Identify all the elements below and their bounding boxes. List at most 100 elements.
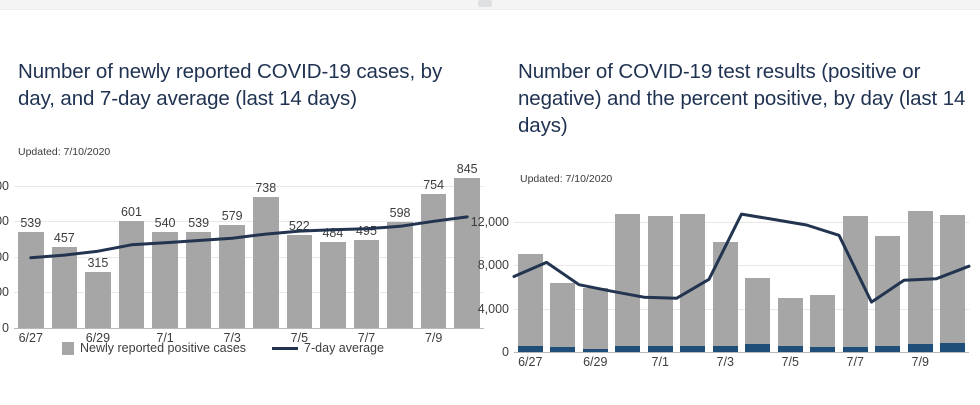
trend-line-layer [512, 212, 971, 304]
bar-column[interactable] [777, 200, 803, 352]
bar-segment-cases [387, 221, 413, 328]
bar-segment-cases [253, 196, 279, 328]
bar-segment-positive [582, 348, 608, 352]
x-axis-tick-label: 7/5 [781, 355, 799, 369]
top-strip [0, 0, 980, 10]
line-swatch-icon [272, 346, 299, 350]
bar-column[interactable] [745, 200, 771, 352]
bar-column[interactable] [647, 200, 673, 352]
bar-column[interactable] [680, 200, 706, 352]
y-axis-tick-label: 400 [0, 249, 9, 264]
bar-segment-negative [745, 278, 771, 344]
bar-segment-positive [517, 346, 543, 352]
bar-value-label: 579 [221, 209, 243, 224]
y-axis-tick-label: 4,000 [477, 301, 509, 316]
bar-column[interactable] [940, 200, 966, 352]
left-chart-title: Number of newly reported COVID-19 cases,… [18, 60, 443, 110]
x-axis-tick-label: 6/29 [583, 355, 608, 369]
bar-segment-positive [550, 347, 576, 352]
left-chart-updated-date: Updated: 7/10/2020 [18, 146, 111, 158]
x-axis-tick-label: 7/3 [223, 331, 241, 345]
bar-segment-negative [777, 297, 803, 347]
bar-segment-cases [185, 232, 212, 328]
x-axis-tick-label: 7/3 [716, 355, 734, 369]
bar-value-label: 540 [154, 216, 176, 230]
bar-segment-positive [712, 345, 738, 352]
trend-line [512, 212, 971, 304]
bar-column[interactable]: 457 [51, 168, 78, 328]
bar-column[interactable] [615, 200, 641, 352]
gridline [14, 292, 484, 294]
left-chart-panel: Number of newly reported COVID-19 cases,… [0, 60, 484, 355]
y-axis-tick-label: 200 [0, 285, 9, 300]
gray-bar-swatch-icon [62, 341, 74, 355]
y-axis-tick-label: 800 [0, 178, 9, 193]
bar-segment-negative [712, 242, 738, 346]
bar-segment-negative [550, 282, 576, 348]
bar-column[interactable]: 598 [387, 168, 413, 328]
x-axis-tick-label: 6/27 [18, 331, 43, 345]
x-axis-line [14, 328, 484, 329]
bar-segment-positive [680, 346, 706, 352]
bar-column[interactable] [712, 200, 738, 352]
bar-segment-negative [680, 214, 706, 347]
bar-segment-positive [810, 346, 836, 352]
bar-column[interactable]: 495 [353, 168, 380, 328]
trend-line-layer [29, 215, 469, 260]
bar-column[interactable]: 484 [320, 168, 346, 328]
bar-segment-positive [777, 346, 803, 352]
bar-segment-cases [219, 225, 245, 328]
bar-segment-positive [907, 343, 933, 352]
gridline [514, 308, 969, 310]
legend-label-newly-reported-cases: Newly reported positive cases [80, 341, 247, 355]
bar-segment-positive [647, 346, 673, 352]
bar-value-label: 539 [188, 216, 210, 231]
bar-segment-positive [842, 346, 868, 352]
partial-ui-element [478, 0, 492, 7]
bar-value-label: 315 [87, 256, 109, 270]
bar-column[interactable]: 540 [152, 168, 178, 328]
bar-column[interactable]: 738 [253, 168, 279, 328]
bar-segment-positive [745, 343, 771, 352]
bar-column[interactable]: 315 [85, 168, 111, 328]
bar-segment-cases [454, 177, 480, 328]
bar-value-label: 754 [423, 177, 445, 192]
bar-value-label: 601 [121, 205, 142, 220]
legend-item-newly-reported-cases[interactable]: Newly reported positive cases [62, 341, 246, 355]
left-chart-legend: Newly reported positive cases 7-day aver… [62, 341, 384, 355]
bar-segment-negative [582, 287, 608, 349]
bar-segment-cases [118, 221, 145, 328]
bar-column[interactable]: 579 [219, 168, 245, 328]
bar-value-label: 738 [255, 180, 277, 195]
left-chart-plot-area: 0200400600800539457315601540539579738522… [0, 162, 484, 345]
y-axis-tick-label: 0 [2, 321, 9, 335]
x-axis-tick-label: 7/1 [156, 331, 174, 345]
bar-segment-negative [940, 215, 966, 343]
bar-column[interactable] [582, 200, 608, 352]
bar-column[interactable]: 845 [454, 162, 480, 328]
right-chart-updated-date: Updated: 7/10/2020 [520, 173, 613, 185]
legend-label-7-day-average: 7-day average [304, 341, 384, 355]
bar-segment-positive [875, 345, 901, 352]
bar-value-label: 598 [389, 205, 411, 220]
gridline [14, 256, 484, 258]
legend-item-7-day-average[interactable]: 7-day average [272, 341, 384, 355]
bar-column[interactable] [550, 200, 576, 352]
bar-column[interactable]: 754 [420, 168, 447, 328]
bar-column[interactable] [842, 200, 868, 352]
bar-column[interactable] [810, 200, 836, 352]
x-axis-tick-label: 6/27 [518, 355, 543, 369]
y-axis-tick-label: 12,000 [470, 214, 509, 229]
x-axis-tick-label: 6/29 [85, 331, 111, 345]
gridline [14, 185, 484, 187]
gridline [14, 221, 484, 223]
x-axis-tick-label: 7/5 [290, 331, 309, 345]
x-axis-tick-label: 7/9 [911, 355, 929, 369]
bar-column[interactable]: 539 [18, 168, 44, 328]
bar-segment-positive [615, 345, 641, 352]
bar-column[interactable] [907, 200, 933, 352]
bar-column[interactable]: 539 [185, 168, 212, 328]
bar-segment-cases [353, 240, 380, 328]
bar-column[interactable]: 601 [118, 168, 145, 328]
gridline [514, 265, 969, 267]
